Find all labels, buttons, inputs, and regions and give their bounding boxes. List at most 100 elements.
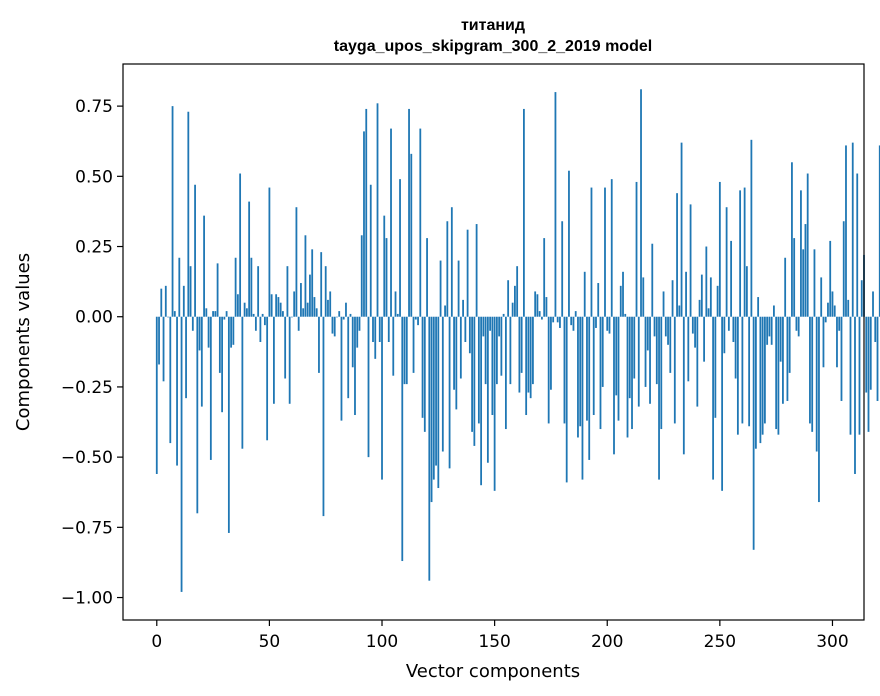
bar-286 <box>800 190 802 317</box>
bar-203 <box>613 316 615 455</box>
bar-21 <box>203 215 205 317</box>
bar-104 <box>390 128 392 317</box>
bar-113 <box>410 153 413 317</box>
bar-239 <box>694 316 696 348</box>
chart-subtitle: tayga_upos_skipgram_300_2_2019 model <box>334 38 652 55</box>
bar-264 <box>750 139 753 317</box>
bar-127 <box>441 316 444 452</box>
x-tick-label: 100 <box>366 632 398 652</box>
x-tick-label: 250 <box>704 632 736 652</box>
bar-252 <box>723 316 726 354</box>
bar-218 <box>646 316 649 351</box>
bar-11 <box>180 316 183 592</box>
bar-36 <box>236 294 239 317</box>
bar-312 <box>858 316 861 435</box>
bar-58 <box>286 266 289 317</box>
bar-102 <box>385 238 388 317</box>
bar-31 <box>225 311 228 317</box>
bar-277 <box>779 316 782 362</box>
bar-166 <box>529 316 532 399</box>
bar-256 <box>732 316 735 342</box>
bar-265 <box>752 316 755 550</box>
bar-183 <box>568 170 570 317</box>
x-tick-label: 150 <box>478 632 510 652</box>
bar-301 <box>833 305 836 317</box>
bar-107 <box>396 313 399 317</box>
bar-137 <box>464 316 467 342</box>
bar-6 <box>169 316 172 444</box>
bar-186 <box>574 311 577 317</box>
bar-8 <box>173 311 176 317</box>
bar-297 <box>824 316 827 323</box>
bar-148 <box>489 316 492 331</box>
bar-27 <box>216 263 219 317</box>
bar-305 <box>842 221 845 317</box>
bar-169 <box>536 294 539 317</box>
bar-278 <box>782 316 784 404</box>
bar-39 <box>243 302 246 317</box>
bar-176 <box>552 316 555 323</box>
bar-47 <box>261 313 264 317</box>
bar-106 <box>394 291 397 317</box>
bar-273 <box>770 316 773 345</box>
bar-311 <box>856 173 859 317</box>
bar-220 <box>651 243 654 317</box>
bar-66 <box>304 235 307 317</box>
bar-134 <box>457 260 460 317</box>
bar-284 <box>795 316 798 331</box>
bar-20 <box>200 316 203 407</box>
bar-30 <box>223 316 226 320</box>
bar-197 <box>599 316 602 430</box>
bar-201 <box>608 316 611 334</box>
bar-211 <box>631 316 633 430</box>
bar-2 <box>160 288 163 317</box>
y-tick-label: −0.25 <box>61 378 113 398</box>
bar-87 <box>351 316 354 368</box>
bar-263 <box>748 316 751 427</box>
bar-255 <box>730 240 733 317</box>
bar-112 <box>408 108 410 317</box>
bar-316 <box>867 316 870 432</box>
bar-246 <box>709 277 712 317</box>
bar-16 <box>191 316 194 331</box>
bar-67 <box>306 302 309 317</box>
bar-23 <box>207 316 210 348</box>
bar-99 <box>378 316 381 342</box>
bar-119 <box>423 316 426 432</box>
bar-236 <box>687 316 690 382</box>
bar-259 <box>739 190 742 317</box>
bar-202 <box>610 179 613 317</box>
bar-272 <box>768 316 771 337</box>
bar-175 <box>550 316 552 390</box>
bar-59 <box>288 316 291 404</box>
bar-240 <box>696 316 699 407</box>
bar-44 <box>254 316 257 331</box>
bar-261 <box>743 187 746 317</box>
bar-187 <box>577 316 579 438</box>
y-tick-label: −0.50 <box>61 448 113 468</box>
bar-86 <box>349 313 352 317</box>
bar-28 <box>218 316 221 373</box>
bar-125 <box>437 316 440 489</box>
bar-274 <box>773 305 775 317</box>
bar-313 <box>860 280 863 317</box>
bar-260 <box>741 316 744 424</box>
bar-94 <box>367 316 370 458</box>
bar-90 <box>358 316 361 331</box>
y-tick-label: −0.75 <box>61 518 113 538</box>
bar-51 <box>270 294 273 317</box>
bar-101 <box>383 215 386 317</box>
bars <box>155 89 880 592</box>
bar-35 <box>234 257 237 317</box>
bar-5 <box>167 316 169 318</box>
bar-306 <box>845 145 847 317</box>
bar-65 <box>302 308 305 317</box>
x-tick-label: 0 <box>151 632 162 652</box>
bar-81 <box>338 311 341 317</box>
bar-139 <box>468 316 471 354</box>
bar-310 <box>854 316 856 474</box>
bar-281 <box>788 316 791 373</box>
bar-233 <box>680 142 683 317</box>
bar-136 <box>462 299 464 317</box>
bar-154 <box>502 313 505 317</box>
